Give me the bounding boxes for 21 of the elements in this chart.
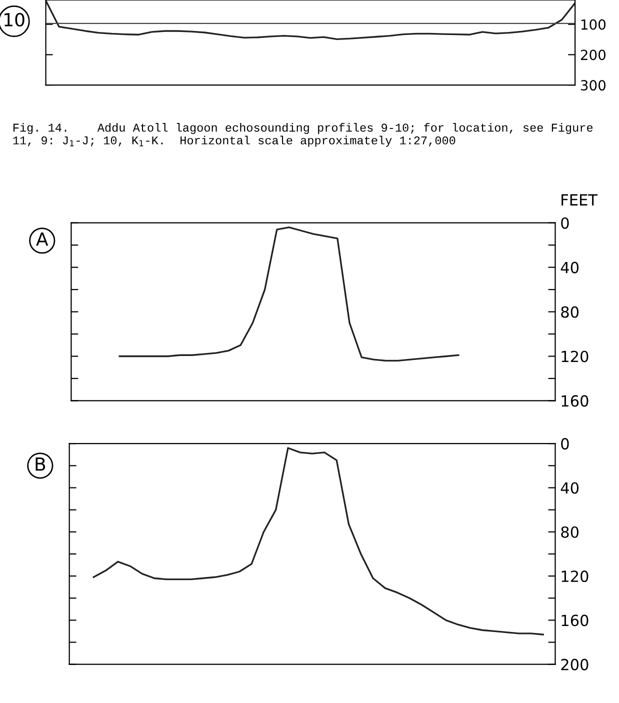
y-tick-label: 200 bbox=[561, 658, 588, 670]
y-tick-label: 120 bbox=[562, 570, 588, 582]
text: B bbox=[36, 457, 46, 471]
y-axis-title: FEET bbox=[562, 194, 598, 206]
y-tick-label: 80 bbox=[561, 526, 579, 538]
y-tick-label: 100 bbox=[581, 19, 606, 30]
line-series bbox=[92, 447, 544, 636]
y-tick-label: 200 bbox=[580, 50, 606, 60]
y-tick-label: 80 bbox=[561, 306, 579, 318]
y-tick-label: 0 bbox=[561, 217, 569, 229]
y-tick-label: 40 bbox=[560, 482, 579, 494]
y-tick-label: 0 bbox=[561, 438, 569, 450]
y-tick-label: 160 bbox=[562, 395, 588, 407]
y-tick-label: 120 bbox=[562, 350, 588, 362]
chart-title: A bbox=[36, 232, 48, 246]
text: 10 bbox=[4, 12, 24, 27]
y-tick-label: 300 bbox=[580, 80, 606, 91]
y-tick-label: 160 bbox=[562, 614, 588, 626]
y-tick-label: 40 bbox=[560, 262, 579, 274]
caption: Fig. 14. Addu Atoll lagoon echosounding profiles 9-10; for location, see Figure 11, 9: J$_{1}$-J; 10, K$_{1}$-K. Horizontal scale approximately 1:27,000 bbox=[13, 123, 593, 147]
line-series bbox=[118, 226, 460, 362]
